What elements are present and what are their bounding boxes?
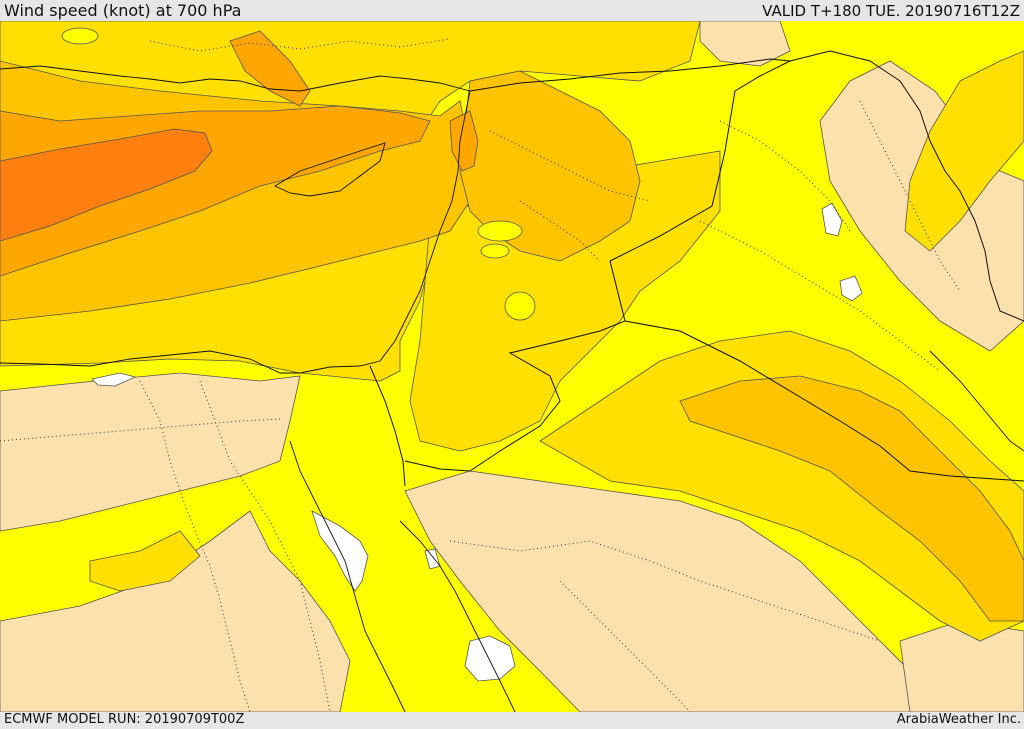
coastline-cyprus [274,142,386,197]
wind-speed-map [0,21,1024,712]
dotted-egypt-3 [199,380,331,712]
brand-label: ArabiaWeather Inc. [896,712,1021,727]
coastline-gulf-north [929,350,1024,452]
coastline-red-sea-east [399,520,516,712]
border-syria-iraq [609,60,791,262]
border-iraq-iran [789,50,1024,322]
gold-area-sinai-north [89,530,201,592]
gold-area-iraq [539,330,1024,642]
white-area-mountain-2 [839,275,863,302]
light-patch-1 [477,220,523,242]
map-canvas [0,21,1024,712]
border-egypt-israel [369,365,406,487]
lowest-speed-areas [0,21,1024,712]
orange-area-north [229,30,311,107]
tan-area-egypt [0,372,301,532]
dotted-egypt-1 [139,380,251,712]
tan-area-south-right [899,620,1024,712]
dotted-iran-1 [859,100,961,292]
light-patch-4 [61,27,99,45]
light-patch-2 [480,243,510,259]
white-area-red-sea [464,635,516,682]
light-patches [61,27,536,321]
header-bar: Wind speed (knot) at 700 hPa VALID T+180… [0,0,1024,21]
valid-time-label: VALID T+180 TUE. 20190716T12Z [762,2,1020,20]
coastlines [0,65,1024,712]
coastline-north-africa [0,350,381,374]
highest-speed-areas [0,128,213,242]
dotted-turkey-1 [149,38,451,52]
map-title: Wind speed (knot) at 700 hPa [4,1,242,20]
gold-area-northeast [904,50,1024,252]
model-run-label: ECMWF MODEL RUN: 20190709T00Z [4,712,245,727]
footer-bar: ECMWF MODEL RUN: 20190709T00Z ArabiaWeat… [0,712,1024,729]
dark-orange-core [0,128,213,242]
border-iraq-saudi [624,320,1024,482]
white-area-mountain-1 [821,202,843,237]
orange-area-lebanon [449,110,479,172]
tan-area-north [699,21,791,67]
amber-area-iraq [679,375,1024,622]
amber-area-syria [459,70,641,262]
white-area-nile-delta [91,372,137,387]
country-borders [369,50,1024,487]
light-patch-3 [504,291,536,321]
border-jordan-saudi [404,260,626,472]
province-borders [0,38,961,712]
coastline-red-sea-west [289,440,406,712]
coastline-turkey-south [0,65,471,92]
coastline-levant [379,90,471,362]
border-turkey-syria [469,58,791,92]
